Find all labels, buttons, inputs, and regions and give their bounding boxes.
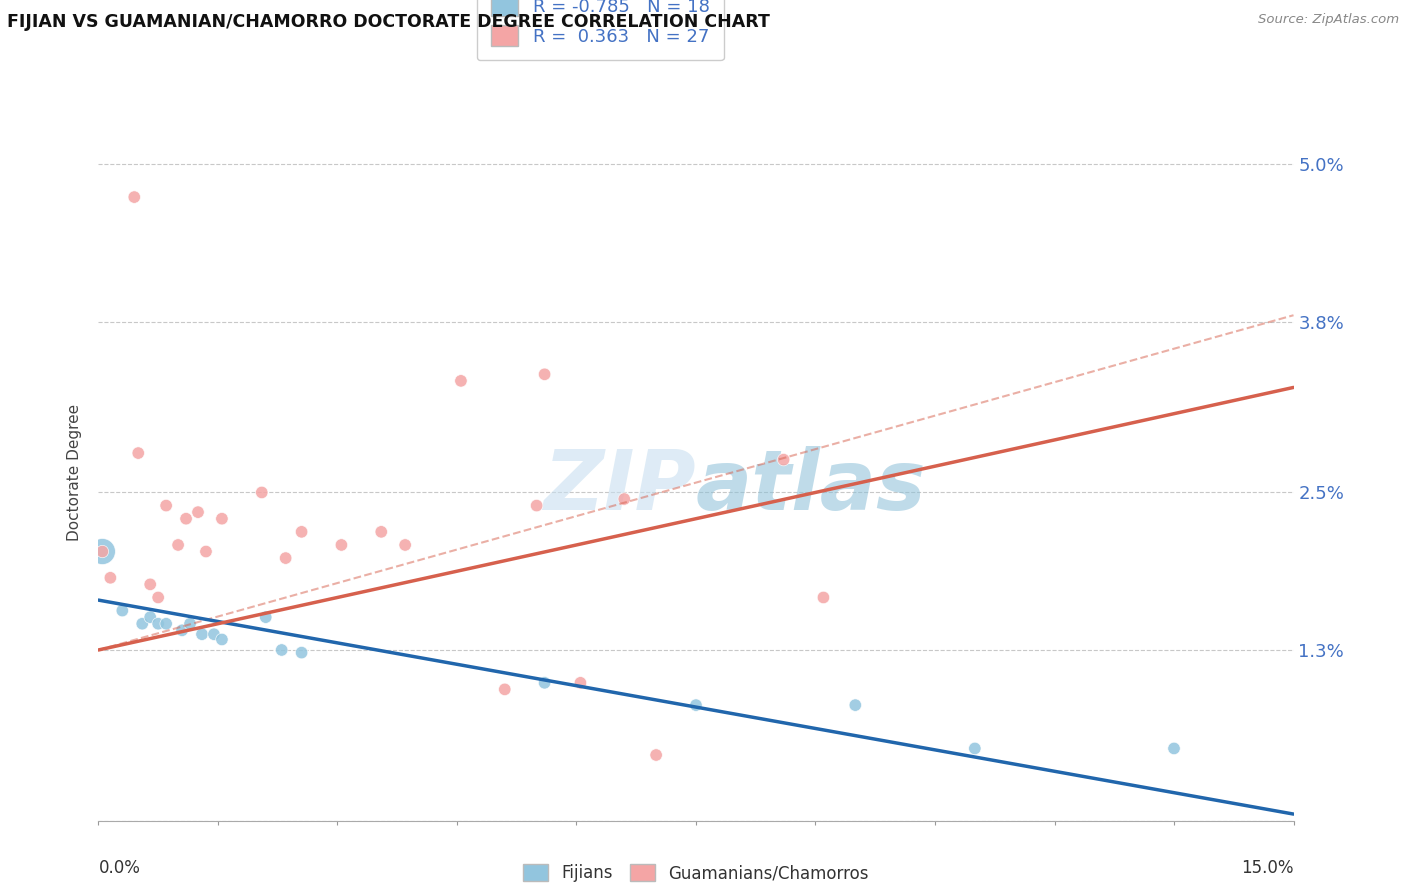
Point: [124, 190, 146, 204]
Point: [131, 616, 153, 631]
Point: [98, 571, 122, 585]
Point: [195, 544, 218, 558]
Point: [772, 452, 794, 467]
Text: Source: ZipAtlas.com: Source: ZipAtlas.com: [1258, 13, 1399, 27]
Point: [645, 747, 668, 762]
Point: [494, 682, 516, 697]
Legend: Fijians, Guamanians/Chamorros: Fijians, Guamanians/Chamorros: [516, 857, 876, 888]
Point: [1163, 741, 1185, 756]
Point: [127, 446, 149, 460]
Point: [91, 544, 114, 558]
Point: [139, 610, 162, 624]
Text: 0.0%: 0.0%: [98, 859, 141, 877]
Point: [290, 524, 312, 539]
Point: [148, 591, 170, 605]
Point: [148, 616, 170, 631]
Point: [450, 374, 472, 388]
Point: [179, 616, 201, 631]
Text: FIJIAN VS GUAMANIAN/CHAMORRO DOCTORATE DEGREE CORRELATION CHART: FIJIAN VS GUAMANIAN/CHAMORRO DOCTORATE D…: [7, 13, 770, 31]
Point: [139, 577, 162, 591]
Point: [254, 610, 277, 624]
Point: [685, 698, 707, 712]
Point: [533, 368, 555, 382]
Point: [330, 538, 353, 552]
Point: [613, 491, 636, 506]
Point: [155, 499, 177, 513]
Point: [394, 538, 416, 552]
Point: [526, 499, 548, 513]
Point: [290, 646, 312, 660]
Point: [533, 675, 555, 690]
Point: [569, 675, 592, 690]
Point: [174, 512, 197, 526]
Point: [844, 698, 866, 712]
Point: [155, 616, 177, 631]
Point: [91, 544, 114, 558]
Text: atlas: atlas: [696, 446, 927, 527]
Point: [211, 632, 233, 647]
Point: [813, 591, 835, 605]
Point: [270, 643, 292, 657]
Point: [111, 604, 134, 618]
Point: [187, 505, 209, 519]
Point: [274, 551, 297, 566]
Point: [963, 741, 986, 756]
Point: [211, 512, 233, 526]
Y-axis label: Doctorate Degree: Doctorate Degree: [67, 404, 83, 541]
Point: [172, 624, 194, 638]
Point: [191, 627, 214, 641]
Point: [250, 485, 273, 500]
Text: ZIP: ZIP: [543, 446, 696, 527]
Text: 15.0%: 15.0%: [1241, 859, 1294, 877]
Point: [167, 538, 190, 552]
Point: [370, 524, 392, 539]
Point: [202, 627, 225, 641]
